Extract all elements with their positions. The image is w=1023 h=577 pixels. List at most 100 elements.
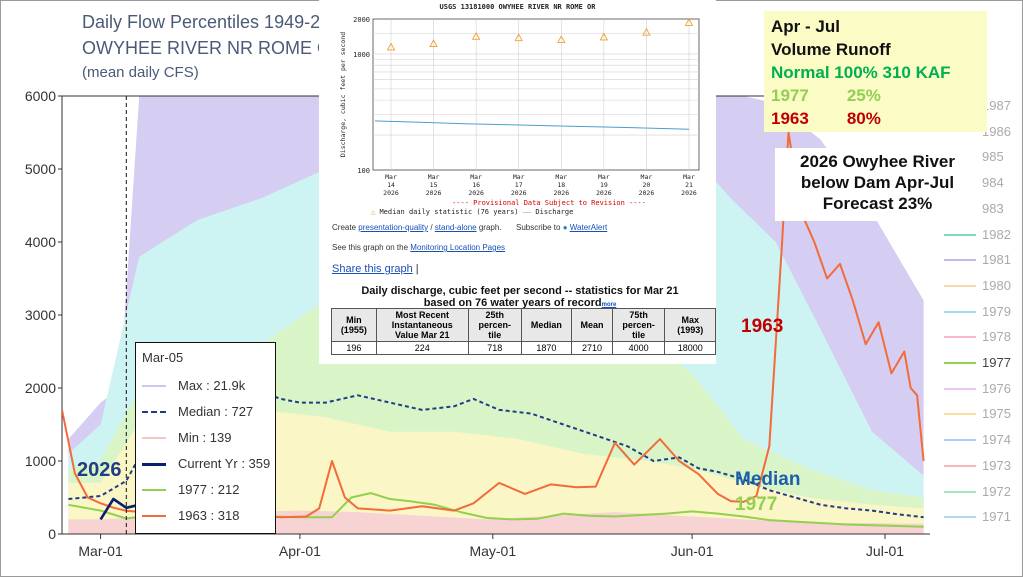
usgs-x-label: 2026 <box>681 189 697 197</box>
legend-year-label: 1977 <box>982 355 1011 370</box>
legend-year-985[interactable]: 985 <box>944 147 1023 167</box>
usgs-median-marker <box>471 31 481 40</box>
usgs-x-label: 16 <box>472 181 480 189</box>
y-tick-label: 1000 <box>25 453 56 469</box>
create-text: Create <box>332 223 357 232</box>
legend-swatch <box>944 284 976 287</box>
stats-value-cell: 1870 <box>520 341 573 355</box>
legend-year-1987[interactable]: 1987 <box>944 96 1023 116</box>
legend-year-label: 1980 <box>982 277 1011 293</box>
legend-year-1979[interactable]: 1979 <box>944 302 1023 322</box>
stats-value-cell: 196 <box>331 341 377 355</box>
usgs-discharge-line <box>374 120 690 130</box>
legend-year-1977[interactable]: 1977 <box>944 353 1023 373</box>
tooltip-row: Median : 727 <box>142 402 272 422</box>
legend-year-1981[interactable]: 1981 <box>944 250 1023 270</box>
runoff-1963-year: 1963 <box>771 109 809 128</box>
runoff-box: Apr - Jul Volume Runoff Normal 100% 310 … <box>764 11 987 132</box>
stats-value-row: 196 224 718 1870 2710 4000 18000 <box>331 341 716 355</box>
tooltip-label: Max : 21.9k <box>178 378 246 393</box>
usgs-legend-median: Median daily statistic (76 years) <box>379 208 519 216</box>
stats-title-2: based on 76 water years of recordmore <box>331 297 709 311</box>
usgs-x-label: Mar <box>641 173 653 181</box>
usgs-median-marker <box>599 32 609 41</box>
usgs-x-label: 19 <box>600 181 608 189</box>
runoff-period: Apr - Jul <box>771 17 840 36</box>
legend-year-label: 1971 <box>982 509 1011 525</box>
tooltip-label: 1963 : 318 <box>178 508 240 523</box>
usgs-plot-area <box>372 18 700 171</box>
wateralert-link[interactable]: WaterAlert <box>569 223 608 232</box>
usgs-provisional: ---- Provisional Data Subject to Revisio… <box>452 199 646 207</box>
tooltip-label: Median : 727 <box>178 404 254 419</box>
usgs-x-label: Mar <box>513 173 525 181</box>
usgs-median-marker <box>429 39 438 47</box>
legend-year-1972[interactable]: 1972 <box>944 482 1023 502</box>
create-graph-text: graph. <box>478 223 502 232</box>
tooltip-label: Current Yr : 359 <box>178 456 271 471</box>
runoff-1963-value: 80% <box>846 109 881 128</box>
chart-title: Daily Flow Percentiles 1949-2026 OWYHEE … <box>82 10 375 84</box>
legend-year-983[interactable]: 983 <box>944 199 1023 219</box>
legend-year-1976[interactable]: 1976 <box>944 379 1023 399</box>
x-tick-label: Apr-01 <box>279 543 321 559</box>
legend-year-label: 1976 <box>982 380 1011 396</box>
legend-swatch <box>944 336 976 339</box>
legend-swatch <box>944 362 976 364</box>
legend-year-1982[interactable]: 1982 <box>944 225 1023 245</box>
legend-year-1975[interactable]: 1975 <box>944 404 1023 424</box>
stats-header-cell: Min (1955) <box>331 308 377 342</box>
stats-header-row: Min (1955) Most Recent Instantaneous Valu… <box>331 308 716 342</box>
x-tick-label: Jul-01 <box>866 543 904 559</box>
usgs-x-label: 2026 <box>468 189 484 197</box>
legend-year-label: 1986 <box>982 123 1011 139</box>
legend-swatch <box>944 490 976 493</box>
legend-year-1973[interactable]: 1973 <box>944 456 1023 476</box>
subscribe-text: Subscribe to <box>515 223 561 232</box>
tooltip-swatch <box>142 385 166 387</box>
usgs-x-label: Mar <box>428 173 440 181</box>
y-tick-label: 4000 <box>25 234 56 250</box>
usgs-x-label: 2026 <box>639 189 655 197</box>
legend-year-1978[interactable]: 1978 <box>944 327 1023 347</box>
usgs-median-marker <box>557 35 566 44</box>
legend-year-1986[interactable]: 1986 <box>944 122 1023 142</box>
tooltip-date: Mar-05 <box>142 350 184 365</box>
usgs-title: USGS 13181000 OWYHEE RIVER NR ROME OR <box>439 3 596 11</box>
tooltip-label: 1977 : 212 <box>178 482 240 497</box>
stats-value-cell: 224 <box>375 341 469 355</box>
runoff-normal: Normal 100% 310 KAF <box>771 63 951 82</box>
legend-year-1971[interactable]: 1971 <box>944 507 1023 527</box>
stats-title: Daily discharge, cubic feet per second -… <box>331 285 709 311</box>
runoff-1977-year: 1977 <box>771 86 809 105</box>
share-graph-link[interactable]: Share this graph <box>332 263 413 275</box>
triangle-icon: △ <box>371 208 376 216</box>
legend-swatch <box>944 516 976 519</box>
usgs-x-label: 2026 <box>596 189 612 197</box>
usgs-median-marker <box>684 17 694 26</box>
tooltip-row: Min : 139 <box>142 428 272 448</box>
usgs-y-tick: 1000 <box>353 51 370 59</box>
legend-swatch <box>944 413 976 416</box>
legend-year-1980[interactable]: 1980 <box>944 276 1023 296</box>
legend-year-label: 1979 <box>982 303 1011 319</box>
title-line-2: OWYHEE RIVER NR ROME OR (13 <box>82 38 376 58</box>
legend-year-label: 1987 <box>982 98 1011 113</box>
legend-year-label: 1975 <box>982 406 1011 422</box>
annotation-1977: 1977 <box>735 494 777 515</box>
x-tick-label: May-01 <box>469 543 516 559</box>
legend-year-1974[interactable]: 1974 <box>944 430 1023 450</box>
stats-value-cell: 4000 <box>611 341 666 355</box>
usgs-x-label: 18 <box>557 181 565 189</box>
stand-alone-link[interactable]: stand-alone <box>434 223 477 232</box>
tooltip-row: 1977 : 212 <box>142 480 272 500</box>
presentation-quality-link[interactable]: presentation-quality <box>358 223 429 232</box>
annotation-median: Median <box>735 469 800 490</box>
stats-header-cell: Max (1993) <box>664 308 716 342</box>
usgs-legend: △ Median daily statistic (76 years) —— D… <box>371 208 573 216</box>
legend-year-984[interactable]: 984 <box>944 173 1023 193</box>
hover-tooltip: Mar-05 Max : 21.9k Median : 727 Min : 139 C… <box>135 342 276 534</box>
more-link[interactable]: more <box>601 302 617 308</box>
monitoring-pages-link[interactable]: Monitoring Location Pages <box>410 243 506 252</box>
band-lower <box>68 395 924 534</box>
